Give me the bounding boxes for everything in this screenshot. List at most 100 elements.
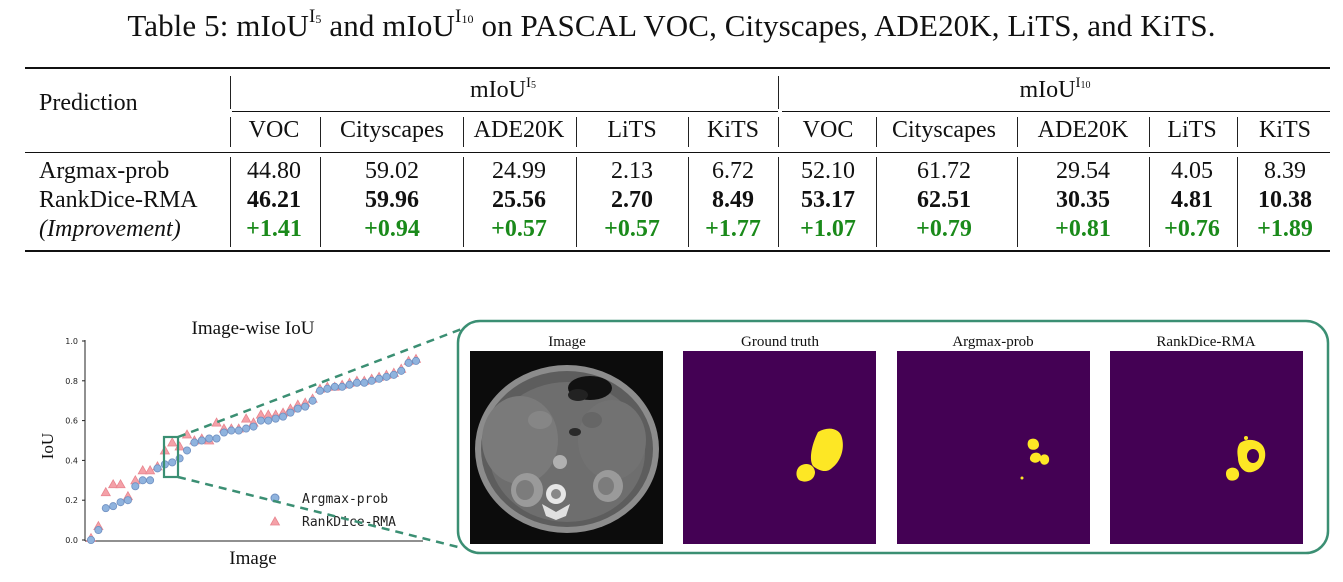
- argmax-point: [212, 434, 221, 443]
- argmax-point: [382, 372, 391, 381]
- argmax-point: [330, 382, 339, 391]
- column-separator: [463, 117, 464, 147]
- table-cell: 6.72: [712, 158, 754, 184]
- argmax-point: [153, 464, 162, 473]
- column-header: VOC: [248, 117, 300, 143]
- argmax-point: [279, 412, 288, 421]
- x-axis-label: Image: [229, 548, 276, 569]
- table-cell: +1.07: [800, 216, 856, 242]
- table-cell: +0.79: [916, 216, 972, 242]
- column-separator: [1237, 157, 1238, 247]
- argmax-point: [87, 536, 96, 545]
- table-cell: +0.57: [491, 216, 547, 242]
- column-header: VOC: [802, 117, 854, 143]
- row-label: (Improvement): [39, 216, 181, 242]
- table-cell: 4.05: [1171, 158, 1213, 184]
- table-cell: +0.76: [1164, 216, 1220, 242]
- table-cell: +1.41: [246, 216, 302, 242]
- argmax-point: [323, 384, 332, 393]
- argmax-point: [234, 426, 243, 435]
- table-cell: 44.80: [247, 158, 301, 184]
- rankdice-point: [100, 486, 111, 497]
- argmax-point: [345, 380, 354, 389]
- rankdice-point: [240, 413, 252, 423]
- table-cell: 62.51: [917, 187, 971, 213]
- argmax-point: [411, 356, 420, 365]
- rankdice-point: [144, 465, 156, 475]
- argmax-point: [219, 428, 228, 437]
- argmax-point: [301, 402, 310, 411]
- table-cell: 10.38: [1258, 187, 1312, 213]
- column-separator: [1017, 117, 1018, 147]
- argmax-point: [375, 374, 384, 383]
- rankdice-mask: [1110, 351, 1303, 544]
- row-label: Argmax-prob: [39, 158, 170, 184]
- legend-marker-rankdice: [269, 516, 281, 526]
- table-cell: 8.39: [1264, 158, 1306, 184]
- column-header: KiTS: [706, 117, 760, 143]
- argmax-point: [116, 498, 125, 507]
- table-cell: 59.96: [365, 187, 419, 213]
- column-separator: [230, 117, 231, 147]
- panel-title-image: Image: [548, 334, 586, 350]
- column-separator: [688, 117, 689, 147]
- column-separator: [876, 157, 877, 247]
- column-separator: [463, 157, 464, 247]
- table-cell: 53.17: [801, 187, 855, 213]
- results-table: Prediction mIoUI5 mIoUI10 VOC Cityscapes A…: [0, 0, 1343, 260]
- ground-truth-mask: [683, 351, 876, 544]
- y-tick-label: 0.8: [65, 377, 78, 386]
- argmax-point: [338, 382, 347, 391]
- table-cell: +1.89: [1257, 216, 1313, 242]
- argmax-point: [197, 436, 206, 445]
- column-separator: [230, 76, 231, 109]
- column-separator: [576, 117, 577, 147]
- argmax-point: [315, 386, 324, 395]
- y-tick-label: 0.0: [65, 536, 78, 545]
- column-separator: [1149, 157, 1150, 247]
- column-separator: [320, 157, 321, 247]
- data-points: [85, 353, 422, 545]
- table-mid-rule: [25, 152, 1330, 153]
- argmax-point: [271, 414, 280, 423]
- rankdice-point: [107, 478, 119, 489]
- table-cell: 4.81: [1171, 187, 1213, 213]
- argmax-point: [190, 438, 199, 447]
- group1-header: mIoUI5: [470, 75, 536, 103]
- column-separator: [876, 117, 877, 147]
- table-bottom-rule: [25, 250, 1330, 252]
- column-header: ADE20K: [473, 117, 565, 143]
- rankdice-point: [137, 465, 148, 475]
- argmax-point: [404, 358, 413, 367]
- column-header: Cityscapes: [340, 117, 444, 143]
- iou-scatter-chart: Image-wise IoU 0.0 0.2 0.4 0.6 0.8 1.0 IoU Im…: [38, 318, 423, 569]
- argmax-point: [138, 476, 147, 485]
- column-separator: [688, 157, 689, 247]
- table-caption: Table 5: mIoUI5 and mIoUI10 on PASCAL VO…: [127, 6, 1216, 43]
- column-separator: [320, 117, 321, 147]
- argmax-point: [109, 502, 118, 511]
- legend: Argmax-prob RankDice-RMA: [269, 492, 396, 530]
- argmax-point: [101, 504, 110, 513]
- rankdice-point: [115, 478, 126, 489]
- argmax-point: [183, 446, 192, 455]
- table-cell: 46.21: [247, 187, 301, 213]
- column-header: Cityscapes: [892, 117, 996, 143]
- column-separator: [1017, 157, 1018, 247]
- legend-label-argmax: Argmax-prob: [302, 492, 388, 507]
- y-axis-label: IoU: [38, 433, 57, 459]
- argmax-point: [286, 408, 295, 417]
- argmax-point: [256, 416, 265, 425]
- argmax-point: [264, 416, 273, 425]
- table-cell: +0.94: [364, 216, 420, 242]
- table-cell: 52.10: [801, 158, 855, 184]
- table-cell: +1.77: [705, 216, 761, 242]
- column-header: ADE20K: [1037, 117, 1129, 143]
- connector-top: [177, 320, 481, 439]
- argmax-point: [242, 424, 251, 433]
- argmax-point: [397, 366, 406, 375]
- table-cell: 2.70: [611, 187, 653, 213]
- ct-image: [470, 351, 663, 544]
- argmax-mask: [897, 351, 1090, 544]
- argmax-point: [249, 422, 258, 431]
